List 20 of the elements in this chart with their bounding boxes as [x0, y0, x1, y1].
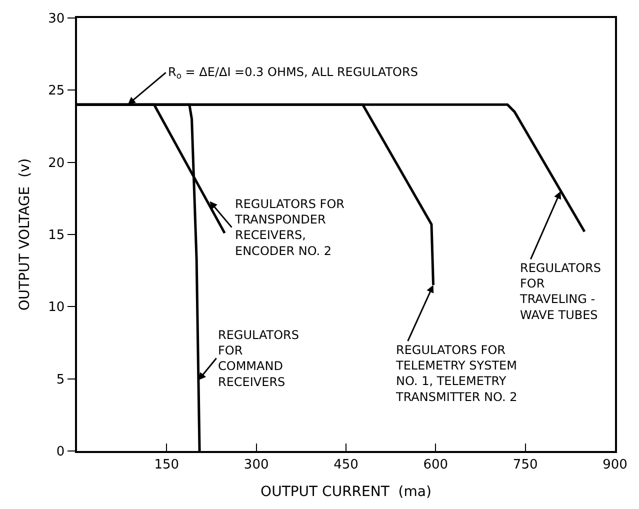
x-tick-label: 900	[602, 457, 628, 472]
annotation: REGULATORS FOR TRANSPONDER RECEIVERS, ENCODER NO. 2	[234, 197, 344, 258]
annotation: REGULATORS FOR TRAVELING - WAVE TUBES	[519, 261, 601, 322]
x-tick-label: 450	[334, 457, 358, 472]
x-tick-label: 150	[154, 457, 180, 472]
annotation: REGULATORS FOR TELEMETRY SYSTEM NO. 1, TELEMETRY TRANSMITTER NO. 2	[395, 343, 518, 404]
y-tick-label: 0	[56, 444, 65, 460]
x-tick-label: 300	[244, 457, 269, 472]
x-tick-label: 750	[512, 457, 538, 472]
y-tick-label: 5	[56, 372, 65, 388]
y-tick-label: 30	[48, 12, 65, 27]
y-tick-label: 25	[48, 84, 65, 99]
y-axis-title: OUTPUT VOLTAGE (v)	[17, 158, 34, 311]
y-tick-label: 20	[48, 156, 65, 171]
annotation: REGULATORS FOR COMMAND RECEIVERS	[218, 328, 299, 389]
y-tick-label: 15	[48, 228, 65, 244]
y-tick-label: 10	[48, 300, 65, 316]
annotation: R$_{o}$ = ΔE/ΔI =0.3 OHMS, ALL REGULATORS	[168, 65, 418, 81]
x-axis-title: OUTPUT CURRENT (ma)	[260, 484, 432, 500]
x-tick-label: 600	[423, 457, 448, 472]
